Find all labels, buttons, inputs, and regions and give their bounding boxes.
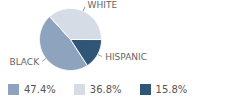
svg-text:HISPANIC: HISPANIC	[105, 52, 147, 62]
html-text:15.8%: 15.8%	[155, 83, 188, 95]
svg-text:WHITE: WHITE	[88, 0, 118, 10]
svg-text:BLACK: BLACK	[9, 57, 40, 67]
html-text:47.4%: 47.4%	[24, 83, 56, 95]
html-text:36.8%: 36.8%	[89, 83, 122, 95]
